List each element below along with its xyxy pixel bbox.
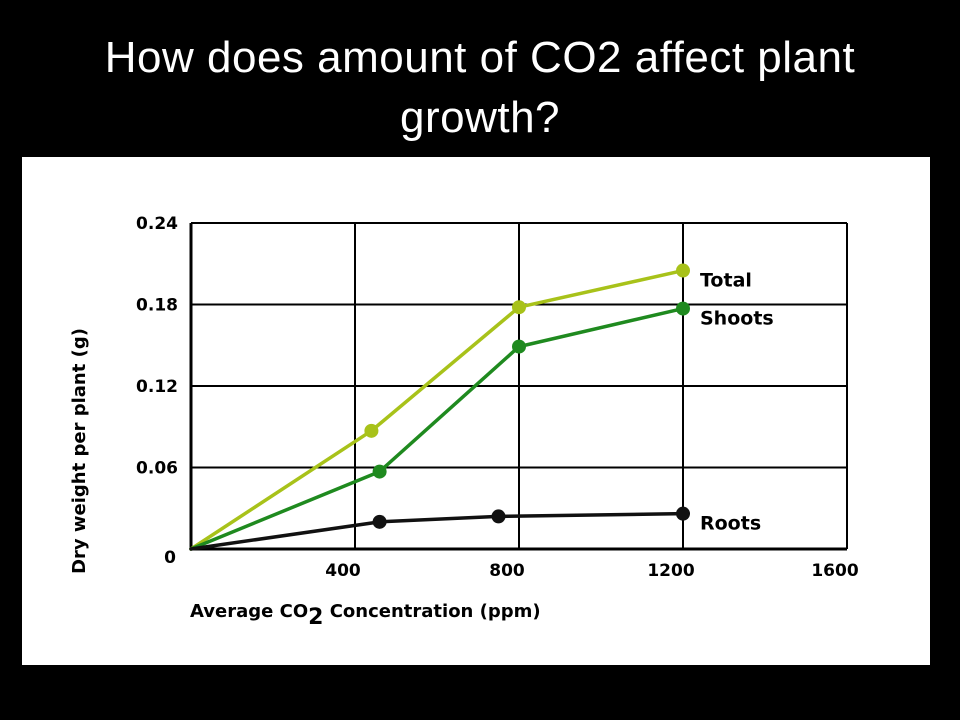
y-tick-label: 0.12 <box>136 377 178 397</box>
y-axis-title: Dry weight per plant (g) <box>69 328 90 574</box>
data-point-shoots <box>512 339 526 354</box>
data-point-roots <box>491 509 506 524</box>
series-label-total: Total <box>700 270 752 292</box>
series-label-shoots: Shoots <box>700 308 774 330</box>
x-tick-label: 1200 <box>647 561 694 581</box>
data-point-roots <box>676 506 690 521</box>
y-tick-label: 0.18 <box>136 296 178 316</box>
x-tick-label: 1600 <box>811 561 858 581</box>
series-label-roots: Roots <box>700 513 761 535</box>
series-line-shoots <box>189 306 685 551</box>
slide-title-line2: growth? <box>399 93 561 142</box>
chart-panel: 0.06 0.12 0.18 0.24 0 400 800 1200 1600 Average C… <box>22 157 930 665</box>
data-point-shoots <box>676 301 690 316</box>
data-point-total <box>512 300 526 315</box>
co2-growth-chart: 0.06 0.12 0.18 0.24 0 400 800 1200 1600 Average C… <box>69 214 859 630</box>
data-point-total <box>364 423 379 438</box>
slide-title-line1: How does amount of CO2 affect plant <box>104 33 856 82</box>
y-tick-label: 0.24 <box>136 214 178 234</box>
y-tick-label: 0.06 <box>136 459 178 479</box>
x-tick-label: 800 <box>489 561 525 581</box>
data-point-total <box>676 263 690 278</box>
series-line-roots <box>189 511 685 551</box>
x-tick-label: 400 <box>325 561 361 581</box>
series-line-total <box>189 268 685 551</box>
data-point-shoots <box>372 464 387 479</box>
slide-title: How does amount of CO2 affect plant grow… <box>40 28 920 148</box>
x-axis-title: Average CO2 Concentration (ppm) <box>190 601 541 630</box>
data-point-roots <box>372 514 387 529</box>
x-tick-label: 0 <box>164 548 176 568</box>
